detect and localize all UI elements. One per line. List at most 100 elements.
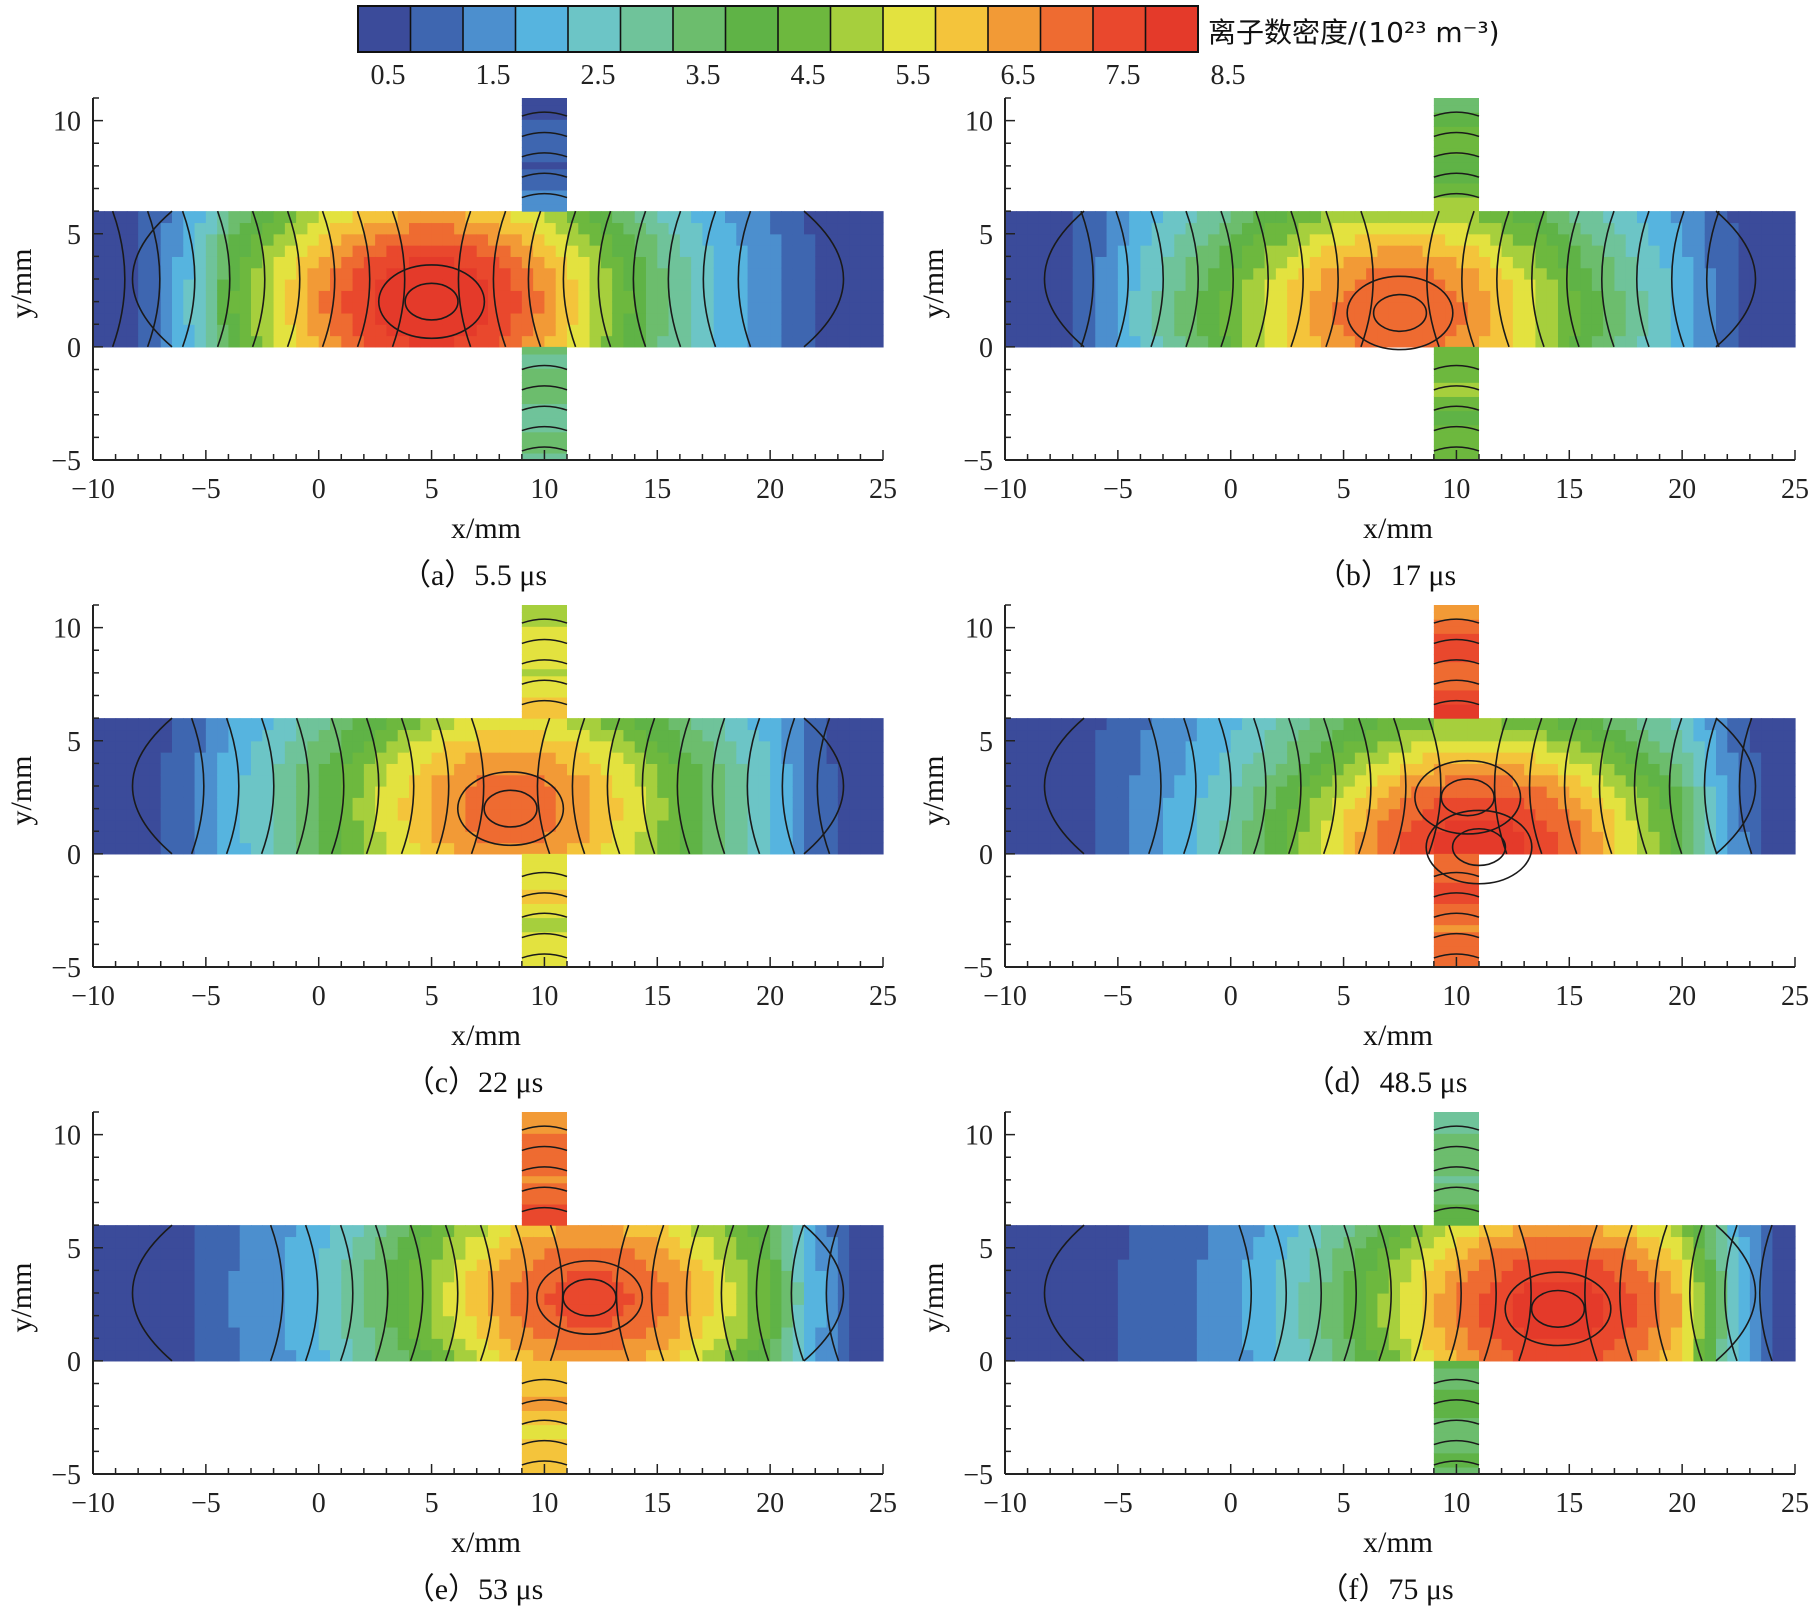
contour-line <box>521 912 568 918</box>
heatmap-cell <box>1580 786 1593 798</box>
heatmap-cell <box>1659 211 1672 224</box>
heatmap-cell <box>668 1236 681 1249</box>
heatmap-cell <box>860 312 873 325</box>
heatmap-cell <box>1106 819 1119 832</box>
heatmap-cell <box>172 279 184 291</box>
heatmap-cell <box>194 267 207 280</box>
heatmap-cell <box>409 842 421 855</box>
heatmap-cell <box>228 335 241 348</box>
heatmap-cell <box>702 211 715 224</box>
heatmap-cell <box>1027 752 1040 764</box>
heatmap-cell <box>205 312 218 325</box>
heatmap-cell <box>375 1304 388 1317</box>
heatmap-cell <box>871 718 884 731</box>
heatmap-cell <box>781 1349 794 1362</box>
heatmap-cell <box>1625 718 1638 731</box>
heatmap-cell <box>1106 256 1119 269</box>
heatmap-cell <box>1219 831 1232 844</box>
heatmap-cell <box>1027 1270 1040 1283</box>
heatmap-cell <box>1287 279 1300 291</box>
heatmap-cell <box>1422 335 1435 348</box>
heatmap-cell <box>1230 842 1243 855</box>
heatmap-cell <box>217 312 230 325</box>
heatmap-cell <box>1512 786 1525 798</box>
heatmap-cell <box>612 752 625 764</box>
heatmap-cell <box>1208 267 1221 280</box>
heatmap-cell <box>363 729 376 742</box>
contour-line <box>1433 618 1480 624</box>
heatmap-cell <box>1479 842 1491 855</box>
heatmap-cell <box>1727 301 1740 314</box>
contour-line <box>549 1224 564 1362</box>
heatmap-cell <box>544 1225 557 1238</box>
contour-line <box>746 717 761 855</box>
heatmap-cell <box>1614 222 1627 235</box>
heatmap-cell <box>634 752 647 764</box>
heatmap-cell <box>1648 324 1661 337</box>
heatmap-cell <box>476 740 489 753</box>
heatmap-cell <box>668 1225 681 1238</box>
heatmap-cell <box>1501 245 1514 257</box>
heatmap-cell <box>815 1225 828 1238</box>
heatmap-cell <box>1287 774 1300 787</box>
heatmap-cell <box>115 267 128 280</box>
heatmap-cell <box>1603 301 1616 314</box>
y-tick-label: −5 <box>963 446 993 477</box>
heatmap-cell <box>465 290 478 303</box>
heatmap-cell <box>1038 1247 1051 1260</box>
heatmap-cell <box>431 819 444 832</box>
heatmap-cell <box>1501 256 1514 269</box>
contour-line <box>330 717 345 855</box>
heatmap-cell <box>725 211 737 224</box>
heatmap-cell <box>1140 245 1153 257</box>
heatmap-cell <box>804 808 816 821</box>
heatmap-cell <box>183 1236 196 1249</box>
heatmap-cell <box>307 233 320 246</box>
heatmap-cell <box>758 267 771 280</box>
heatmap-cell <box>770 335 783 348</box>
heatmap-cell <box>612 808 625 821</box>
heatmap-cell <box>1603 797 1616 810</box>
heatmap-cell <box>409 1293 421 1305</box>
heatmap-cell <box>1433 245 1446 257</box>
y-tick-label: −5 <box>51 953 81 984</box>
heatmap-cell <box>1377 233 1390 246</box>
heatmap-cell <box>431 786 444 798</box>
heatmap-cell <box>1343 222 1356 235</box>
heatmap-cell <box>1106 740 1119 753</box>
heatmap-cell <box>476 1315 489 1328</box>
heatmap-cell <box>781 290 794 303</box>
heatmap-cell <box>1061 312 1074 325</box>
heatmap-cell <box>1253 763 1266 776</box>
heatmap-cell <box>104 729 117 742</box>
heatmap-cell <box>1625 808 1638 821</box>
contour-line <box>1600 210 1615 348</box>
heatmap-cell <box>442 312 455 325</box>
heatmap-cell <box>104 763 117 776</box>
heatmap-cell <box>1524 335 1537 348</box>
heatmap-cell <box>1230 222 1243 235</box>
heatmap-cell <box>1242 245 1254 257</box>
heatmap-cell <box>1772 279 1785 291</box>
heatmap-cell <box>1670 233 1683 246</box>
heatmap-cell <box>205 718 218 731</box>
heatmap-cell <box>442 1293 455 1305</box>
heatmap-cell <box>1761 245 1774 257</box>
heatmap-cell <box>521 1304 534 1317</box>
heatmap-cell <box>1501 222 1514 235</box>
heatmap-cell <box>1208 819 1221 832</box>
heatmap-cell <box>352 808 365 821</box>
heatmap-cell <box>431 233 444 246</box>
heatmap-cell <box>386 831 399 844</box>
heatmap-cell <box>1761 222 1774 235</box>
heatmap-cell <box>1027 222 1040 235</box>
heatmap-cell <box>1637 842 1649 855</box>
heatmap-cell <box>115 1247 128 1260</box>
heatmap-cell <box>634 1315 647 1328</box>
heatmap-cell <box>600 1225 613 1238</box>
heatmap-cell <box>205 222 218 235</box>
heatmap-cell <box>386 740 399 753</box>
heatmap-cell <box>138 267 151 280</box>
heatmap-cell <box>330 222 342 235</box>
heatmap-cell <box>330 740 342 753</box>
